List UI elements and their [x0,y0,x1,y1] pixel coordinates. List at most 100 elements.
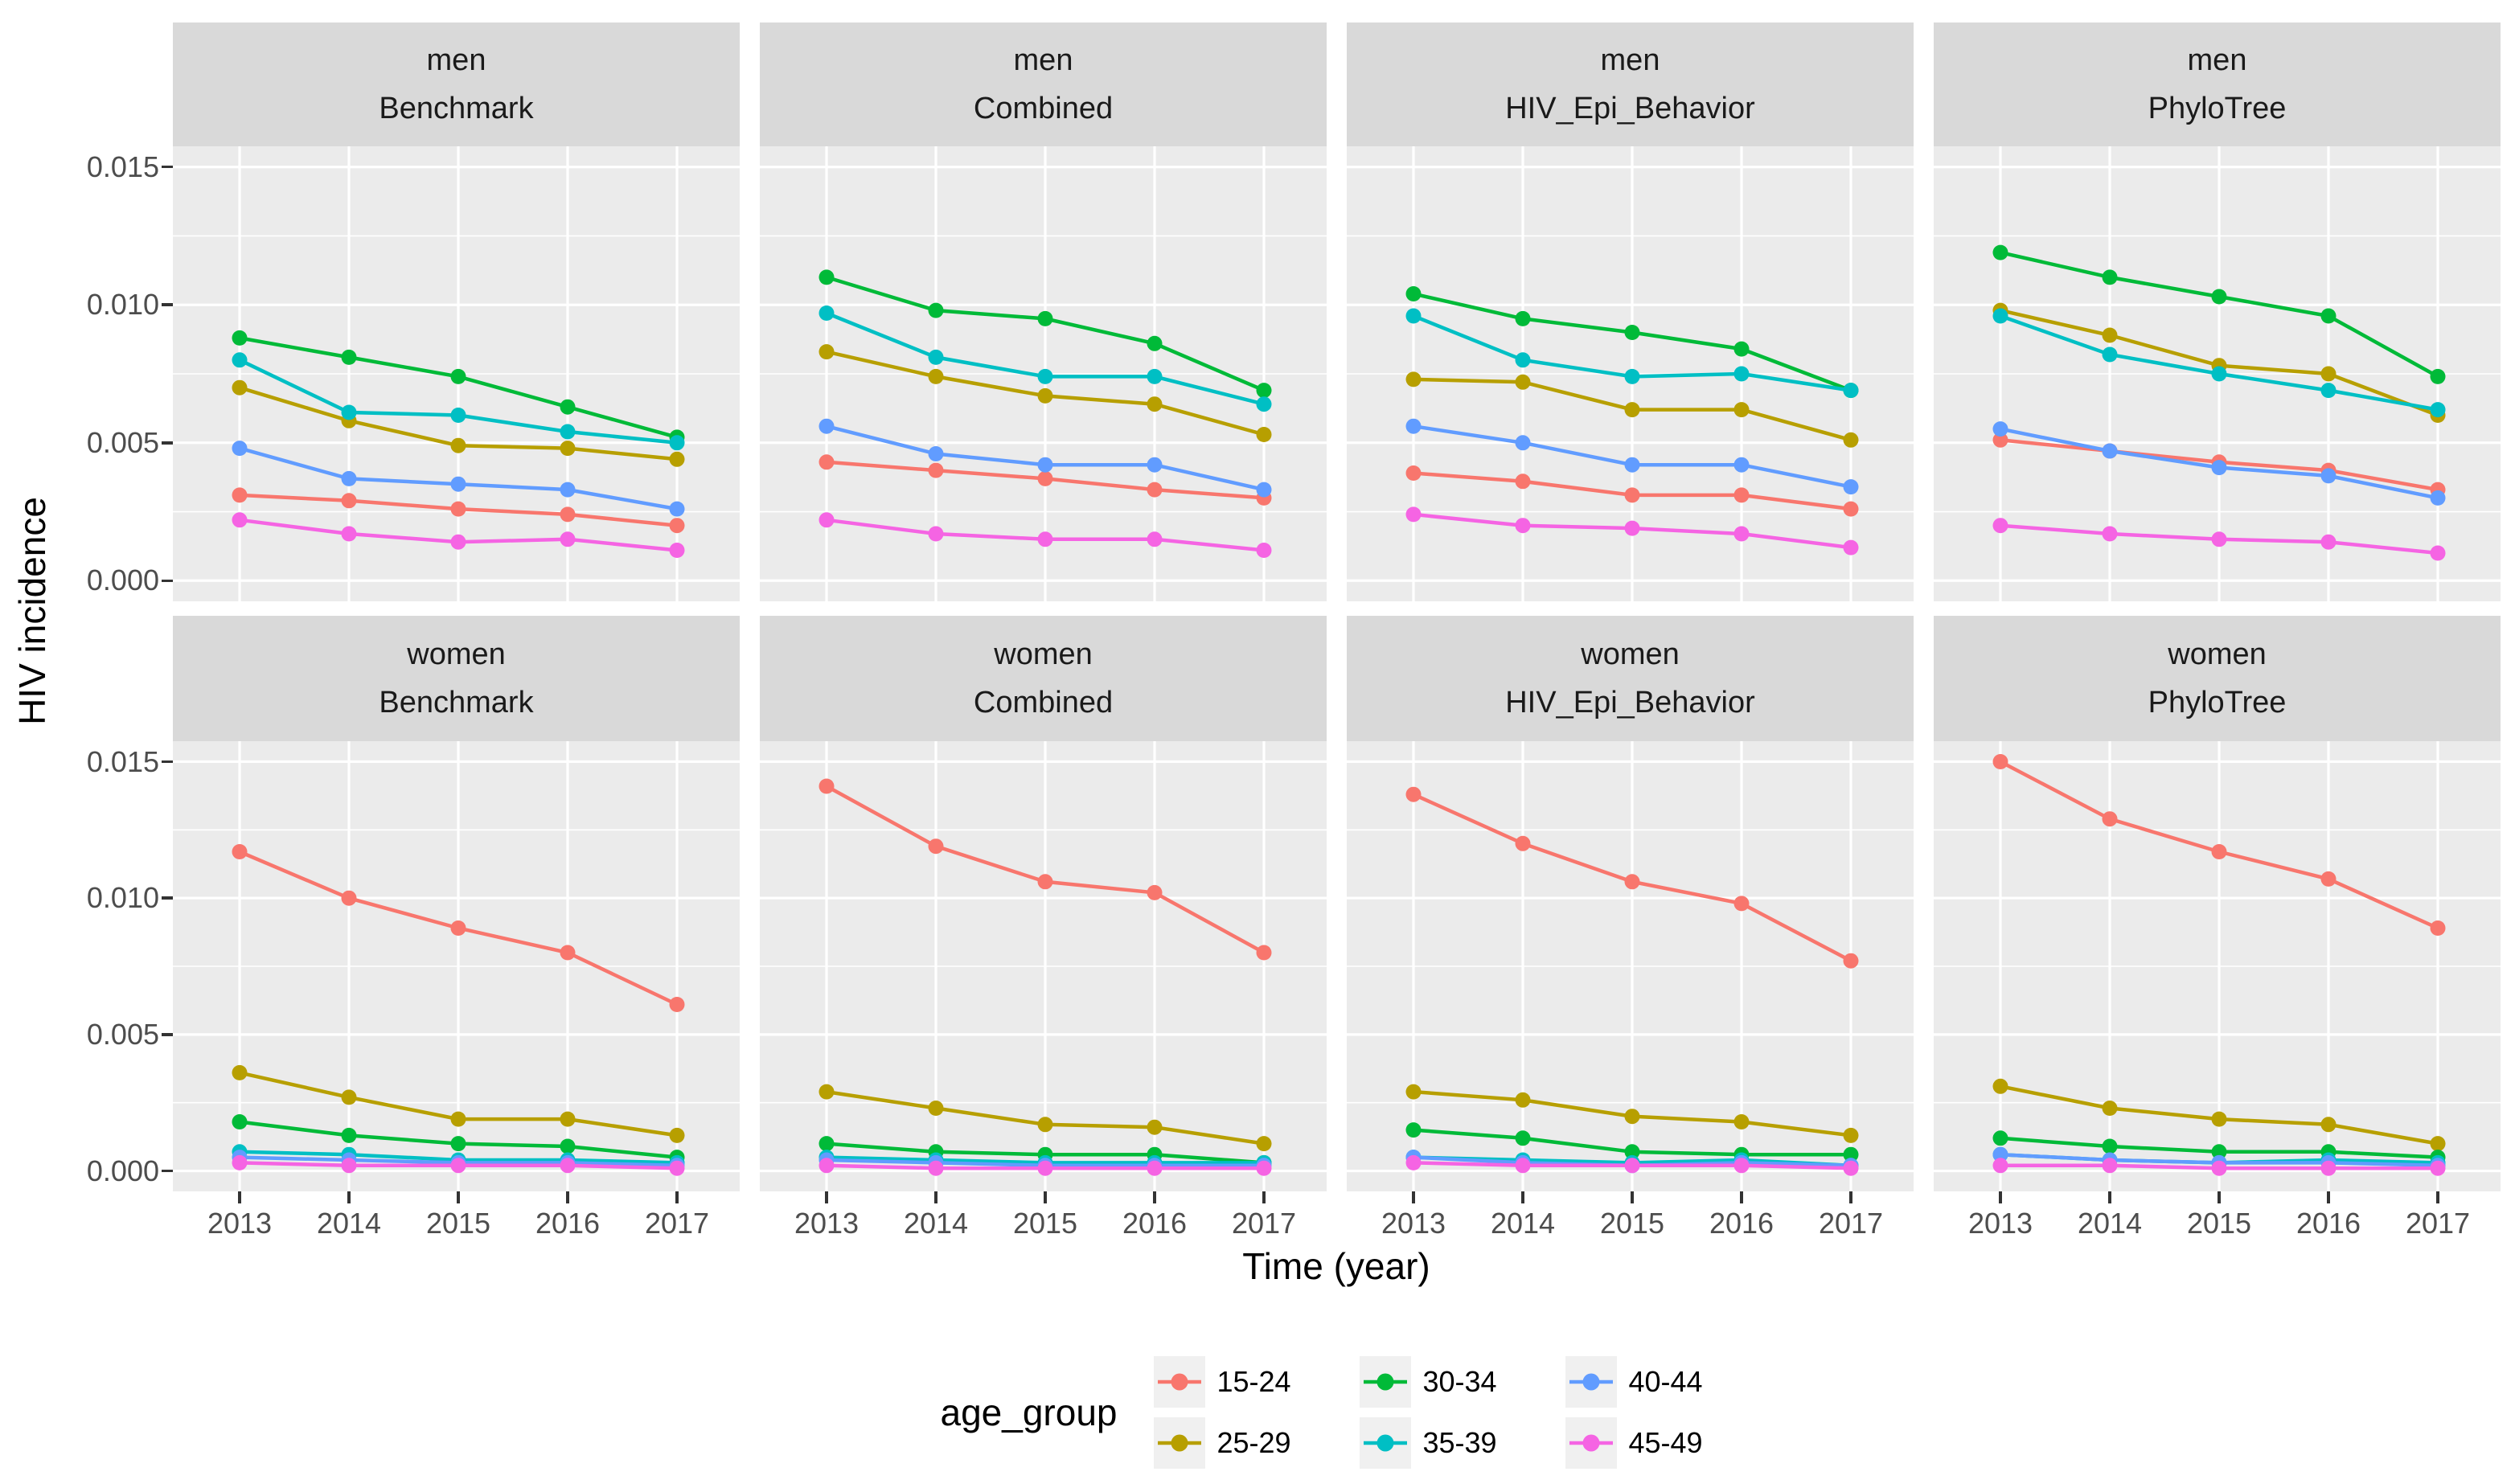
x-tick-mark [1631,1191,1634,1203]
point-15-24-2017 [1843,501,1859,517]
point-35-39-2016 [1733,366,1750,382]
plot-svg [1347,741,1914,1191]
facet-row-label: women [994,637,1093,671]
point-15-24-2013 [1405,786,1422,802]
x-tick-label: 2016 [535,1207,601,1240]
point-25-29-2013 [232,379,248,396]
point-15-24-2017 [1843,953,1859,969]
point-25-29-2014 [341,1089,357,1105]
legend-swatch-icon [1154,1356,1206,1408]
facet-strip-women-Combined: women Combined [760,616,1327,741]
x-tick-mark [1521,1191,1524,1203]
point-40-44-2016 [560,482,576,498]
point-30-34-2015 [450,1136,466,1152]
legend-swatch-svg [1569,1373,1614,1391]
point-45-49-2015 [1624,520,1640,536]
facet-strip-women-Benchmark: women Benchmark [173,616,740,741]
point-15-24-2013 [1992,754,2008,769]
point-30-34-2014 [928,302,944,318]
point-45-49-2016 [1733,1158,1750,1174]
point-45-49-2016 [560,531,576,547]
point-45-49-2014 [341,1158,357,1174]
point-45-49-2016 [1733,526,1750,542]
legend: age_group 15-24 25-29 30-34 35-39 40-44 45-49 [173,1344,2501,1481]
legend-key-35-39: 35-39 [1360,1417,1527,1469]
legend-swatch-svg [1569,1434,1614,1452]
point-30-34-2013 [1992,1130,2008,1146]
plot-area-men-Benchmark [173,146,740,601]
x-tick-label: 2015 [1599,1207,1665,1240]
x-tick-mark [1849,1191,1852,1203]
point-25-29-2016 [1147,1119,1163,1135]
point-35-39-2016 [1147,368,1163,384]
point-15-24-2015 [2211,844,2227,859]
point-35-39-2016 [560,424,576,440]
point-35-39-2014 [1515,352,1531,368]
legend-swatch-icon [1565,1356,1618,1408]
point-40-44-2013 [232,441,248,457]
x-tick-label: 2013 [1967,1207,2033,1240]
facet-col-label: Combined [973,92,1114,125]
x-tick-label: 2014 [1490,1207,1556,1240]
point-25-29-2016 [1147,396,1163,412]
point-35-39-2015 [1037,368,1053,384]
point-45-49-2013 [1405,506,1422,523]
point-25-29-2017 [1256,427,1272,442]
point-25-29-2016 [560,441,576,457]
point-15-24-2015 [1624,487,1640,503]
facet-row-label: women [1581,637,1680,671]
point-35-39-2015 [1624,368,1640,384]
x-axis-title: Time (year) [1242,1245,1430,1287]
point-35-39-2014 [928,349,944,365]
point-25-29-2014 [2102,1101,2118,1116]
point-45-49-2017 [2430,1160,2446,1176]
x-tick-mark [934,1191,937,1203]
point-15-24-2016 [1147,884,1163,900]
y-tick-mark [162,1033,173,1036]
point-15-24-2014 [1515,835,1531,851]
x-tick-mark [347,1191,351,1203]
point-25-29-2015 [1037,1117,1053,1133]
facet-row-label: women [2168,637,2267,671]
point-45-49-2016 [1147,531,1163,547]
point-30-34-2016 [1733,341,1750,357]
point-15-24-2013 [232,487,248,503]
facet-strip-men-HIV_Epi_Behavior: men HIV_Epi_Behavior [1347,23,1914,146]
y-tick-mark [162,1169,173,1173]
plot-area-women-Combined [760,741,1327,1191]
point-30-34-2014 [2102,269,2118,285]
x-tick-label: 2016 [1709,1207,1774,1240]
point-40-44-2017 [1843,479,1859,495]
point-30-34-2017 [1843,1146,1859,1162]
point-30-34-2015 [1624,325,1640,340]
y-tick-mark [162,579,173,583]
point-40-44-2013 [819,418,835,434]
point-15-24-2014 [2102,811,2118,827]
legend-swatch-icon [1360,1417,1412,1469]
point-15-24-2013 [1992,432,2008,448]
point-30-34-2014 [1515,310,1531,326]
x-tick-label: 2016 [1122,1207,1188,1240]
point-15-24-2017 [669,997,685,1012]
x-tick-label: 2014 [2077,1207,2143,1240]
point-15-24-2016 [560,945,576,961]
point-15-24-2014 [341,890,357,906]
y-tick-mark [162,303,173,306]
plot-svg [1934,741,2501,1191]
y-tick-mark [162,760,173,764]
point-30-34-2017 [2430,368,2446,384]
plot-svg [173,146,740,601]
point-30-34-2015 [2211,289,2227,305]
x-tick-label: 2014 [903,1207,969,1240]
x-tick-label: 2013 [207,1207,273,1240]
x-tick-label: 2015 [1012,1207,1078,1240]
point-15-24-2013 [819,778,835,794]
point-30-34-2016 [560,399,576,415]
y-tick-label: 0.015 [86,744,159,778]
point-25-29-2017 [669,1127,685,1143]
point-30-34-2016 [560,1138,576,1154]
x-tick-mark [457,1191,460,1203]
point-45-49-2017 [669,1160,685,1176]
point-35-39-2014 [2102,346,2118,363]
facet-row-label: men [1013,43,1073,77]
